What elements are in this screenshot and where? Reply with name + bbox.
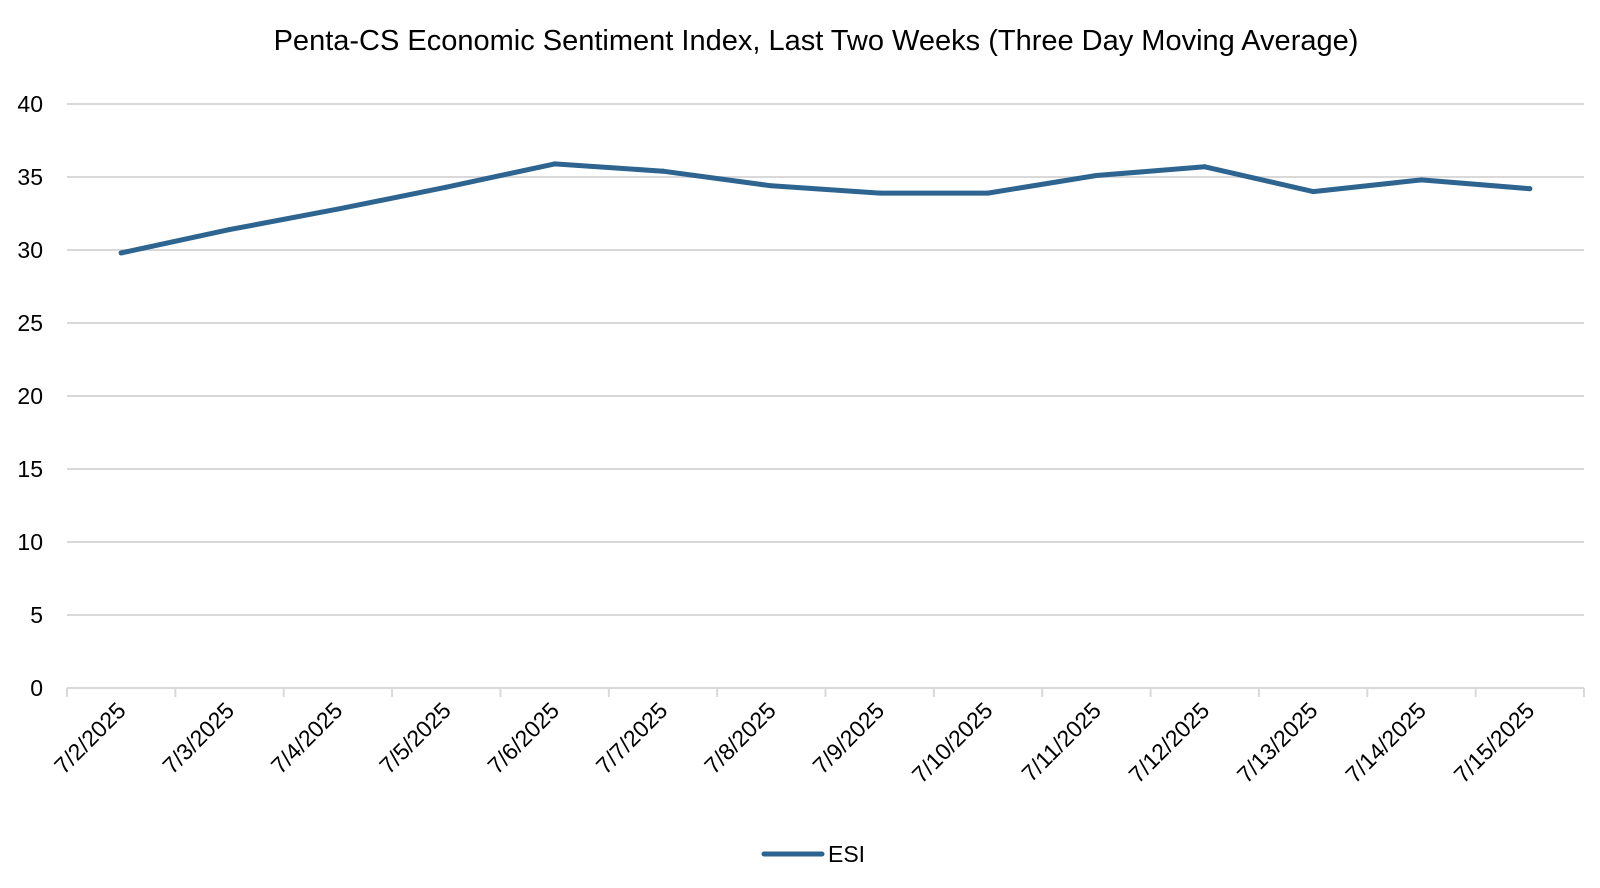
series-group [118, 161, 1533, 256]
y-tick-label: 0 [30, 675, 43, 701]
data-point [227, 227, 233, 233]
x-tick-label: 7/14/2025 [1340, 697, 1431, 788]
legend-label-esi: ESI [828, 841, 865, 867]
chart-title: Penta-CS Economic Sentiment Index, Last … [274, 25, 1359, 57]
data-point [1310, 189, 1316, 195]
y-tick-label: 15 [17, 456, 43, 482]
gridlines [67, 103, 1584, 616]
data-point [335, 206, 341, 212]
series-line-esi [118, 161, 1533, 256]
data-point [877, 190, 883, 196]
x-tick-label: 7/4/2025 [266, 697, 348, 779]
data-point [1202, 164, 1208, 170]
legend: ESI [761, 841, 865, 867]
x-axis [66, 687, 1585, 697]
x-tick-label: 7/3/2025 [157, 697, 239, 779]
x-tick-label: 7/15/2025 [1449, 697, 1540, 788]
data-point [552, 161, 558, 167]
x-tick-label: 7/9/2025 [808, 697, 890, 779]
y-tick-label: 30 [17, 237, 43, 263]
x-tick-label: 7/11/2025 [1016, 697, 1106, 787]
data-point [443, 184, 449, 190]
data-point [1527, 186, 1533, 192]
y-tick-label: 10 [17, 529, 43, 555]
y-tick-label: 40 [17, 91, 43, 117]
y-tick-label: 20 [17, 383, 43, 409]
y-tick-label: 5 [30, 602, 43, 628]
x-axis-ticks: 7/2/2025 7/3/2025 7/4/2025 7/5/2025 7/6/2025… [49, 697, 1539, 788]
x-tick-label: 7/8/2025 [699, 697, 781, 779]
x-tick-label: 7/2/2025 [49, 697, 131, 779]
data-point [768, 183, 774, 189]
data-point [1093, 173, 1099, 179]
y-axis-ticks: 0 5 10 15 20 25 30 35 40 [17, 91, 43, 701]
x-tick-label: 7/5/2025 [374, 697, 456, 779]
x-tick-label: 7/13/2025 [1232, 697, 1323, 788]
y-tick-label: 35 [17, 164, 43, 190]
data-point [985, 190, 991, 196]
x-tick-label: 7/7/2025 [591, 697, 673, 779]
data-point [1418, 177, 1424, 183]
data-point [660, 168, 666, 174]
x-tick-label: 7/10/2025 [907, 697, 998, 788]
x-tick-label: 7/6/2025 [482, 697, 564, 779]
data-point [118, 250, 124, 256]
y-tick-label: 25 [17, 310, 43, 336]
x-tick-label: 7/12/2025 [1124, 697, 1215, 788]
